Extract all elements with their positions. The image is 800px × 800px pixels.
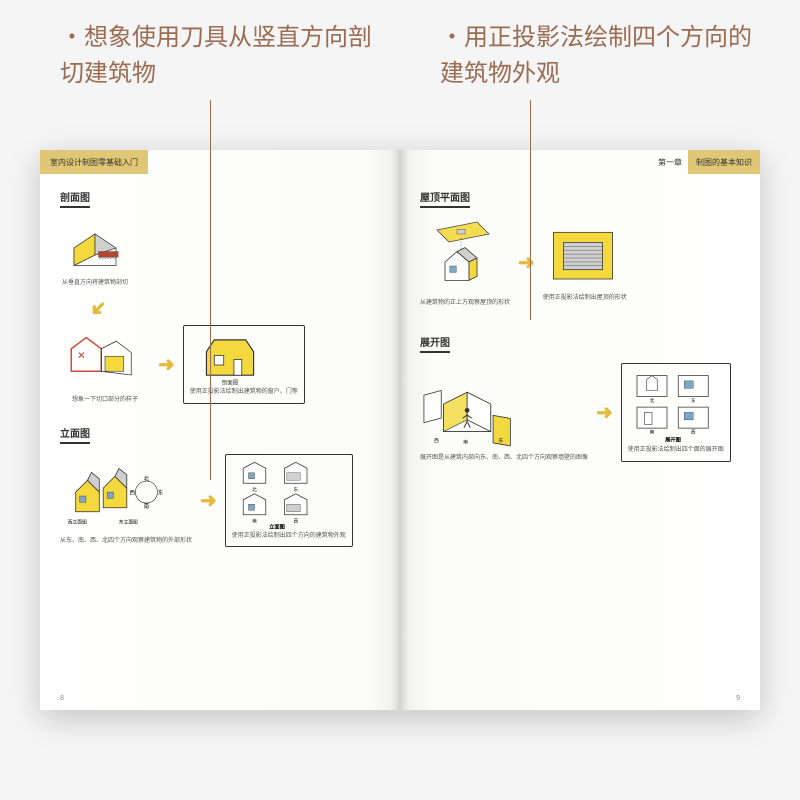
bullet-icon: ・ — [440, 24, 464, 51]
dev-row: 西 南 东 展开图是从建筑内部向东、南、西、北四个方向观察墙壁的图像 ➜ 北 — [420, 363, 740, 463]
arrow-right-icon: ➜ — [200, 488, 217, 513]
header-tab: 制图的基本知识 — [688, 150, 760, 174]
svg-text:南: 南 — [650, 429, 655, 435]
section-title-development: 展开图 — [420, 334, 450, 353]
roof-row: 从建筑物的正上方观察屋顶的形状 ➜ 使用正投影法绘制出屋顶的形状 — [420, 218, 740, 308]
book-spread: 室内设计制图零基础入门 剖面图 从垂直方向将建筑物剖切 ➜ — [40, 150, 760, 710]
page-number-left: 8 — [60, 695, 64, 702]
caption-s2-2: 使用正投影法绘制出四个方向的建筑物外观 — [232, 533, 346, 541]
svg-text:西: 西 — [293, 518, 298, 524]
page-left-content: 剖面图 从垂直方向将建筑物剖切 ➜ — [40, 174, 400, 570]
header-left-label: 室内设计制图零基础入门 — [40, 150, 148, 174]
elevation-result-icon: 北 东 南 — [232, 461, 322, 531]
diagram-cut-open: 想象一下切口部分的样子 — [60, 325, 150, 405]
svg-text:展开图: 展开图 — [665, 436, 681, 444]
callout-left-text: 想象使用刀具从竖直方向剖切建筑物 — [60, 24, 372, 87]
cut-open-icon — [60, 325, 150, 395]
diagram-dev-iso: 西 南 东 展开图是从建筑内部向东、南、西、北四个方向观察墙壁的图像 — [420, 363, 588, 463]
svg-text:南: 南 — [463, 438, 468, 444]
page-right-content: 屋顶平面图 从建筑物的正上方观察屋顶的形状 ➜ — [400, 174, 760, 486]
section-title-section-view: 剖面图 — [60, 189, 90, 208]
section1-row1: 从垂直方向将建筑物剖切 — [60, 218, 380, 288]
svg-text:东: 东 — [293, 485, 298, 491]
svg-text:东: 东 — [499, 437, 504, 443]
svg-text:东: 东 — [158, 488, 164, 496]
roof-iso-icon — [420, 218, 510, 298]
svg-text:西立面图: 西立面图 — [68, 518, 87, 525]
diagram-roof-iso: 从建筑物的正上方观察屋顶的形状 — [420, 218, 510, 308]
arrow-right-icon: ➜ — [596, 400, 613, 425]
connector-line-right — [530, 100, 531, 320]
svg-text:北: 北 — [252, 485, 257, 492]
svg-text:立面图: 立面图 — [269, 522, 285, 530]
diagram-dev-result: 北 东 南 — [621, 363, 731, 462]
diagram-roof-result: 使用正投影法绘制出屋顶的形状 — [543, 223, 627, 303]
house-cut-icon — [60, 218, 130, 278]
diagram-elevation-result: 北 东 南 — [225, 454, 353, 548]
caption-s1-2: 想象一下切口部分的样子 — [60, 397, 150, 405]
svg-text:西: 西 — [130, 489, 136, 496]
svg-text:东: 东 — [691, 397, 696, 403]
svg-text:北: 北 — [144, 474, 150, 482]
diagram-house-saw: 从垂直方向将建筑物剖切 — [60, 218, 130, 288]
callout-left: ・想象使用刀具从竖直方向剖切建筑物 — [60, 20, 380, 92]
svg-text:南: 南 — [252, 517, 257, 523]
arrow-down-1: ➜ — [90, 296, 380, 321]
caption-s1-3: 使用正投影法绘制出建筑物的窗户、门等 — [190, 389, 298, 397]
callout-row: ・想象使用刀具从竖直方向剖切建筑物 ・用正投影法绘制四个方向的建筑物外观 — [0, 0, 800, 92]
caption-roof-1: 从建筑物的正上方观察屋顶的形状 — [420, 300, 510, 308]
svg-text:西: 西 — [691, 430, 696, 436]
dev-iso-icon: 西 南 东 — [420, 363, 530, 453]
section-title-elevation: 立面图 — [60, 425, 90, 444]
page-number-right: 9 — [736, 695, 740, 702]
caption-dev-2: 使用正投影法绘制出四个面的展开图 — [628, 447, 724, 455]
page-left: 室内设计制图零基础入门 剖面图 从垂直方向将建筑物剖切 ➜ — [40, 150, 400, 710]
section-result-icon: 剖面图 — [190, 332, 270, 387]
caption-s1-1: 从垂直方向将建筑物剖切 — [60, 280, 130, 288]
page-right: 第一章 制图的基本知识 屋顶平面图 从建筑物的正上方观察屋顶 — [400, 150, 760, 710]
svg-text:北: 北 — [650, 397, 655, 404]
header-bar-right: 第一章 制图的基本知识 — [400, 150, 760, 174]
elevation-iso-icon: 北 南 东 西 西立面图 东立面图 — [60, 456, 170, 536]
arrow-right-icon: ➜ — [158, 352, 175, 377]
arrow-right-icon: ➜ — [518, 250, 535, 275]
svg-text:东立面图: 东立面图 — [119, 518, 138, 525]
section-title-roof-plan: 屋顶平面图 — [420, 189, 470, 208]
diagram-elevation-iso: 北 南 东 西 西立面图 东立面图 从东、南、西、北四个方向观察建筑物的外部形状 — [60, 456, 192, 546]
dev-result-icon: 北 东 南 — [628, 370, 718, 445]
svg-text:西: 西 — [434, 438, 439, 444]
bullet-icon: ・ — [60, 24, 84, 51]
header-chapter: 第一章 — [658, 157, 682, 168]
connector-line-left — [210, 100, 211, 480]
caption-s2-1: 从东、南、西、北四个方向观察建筑物的外部形状 — [60, 538, 192, 546]
section1-row2: 想象一下切口部分的样子 ➜ 剖面图 使用正投影法绘制出建筑物的窗户、门等 — [60, 325, 380, 405]
svg-text:剖面图: 剖面图 — [222, 379, 239, 387]
caption-roof-2: 使用正投影法绘制出屋顶的形状 — [543, 295, 627, 303]
roof-result-icon — [543, 223, 623, 293]
callout-right-text: 用正投影法绘制四个方向的建筑物外观 — [440, 24, 752, 87]
diagram-section-result: 剖面图 使用正投影法绘制出建筑物的窗户、门等 — [183, 325, 305, 404]
section2-row: 北 南 东 西 西立面图 东立面图 从东、南、西、北四个方向观察建筑物的外部形状… — [60, 454, 380, 548]
header-bar-left: 室内设计制图零基础入门 — [40, 150, 400, 174]
caption-dev-1: 展开图是从建筑内部向东、南、西、北四个方向观察墙壁的图像 — [420, 455, 588, 463]
callout-right: ・用正投影法绘制四个方向的建筑物外观 — [440, 20, 760, 92]
